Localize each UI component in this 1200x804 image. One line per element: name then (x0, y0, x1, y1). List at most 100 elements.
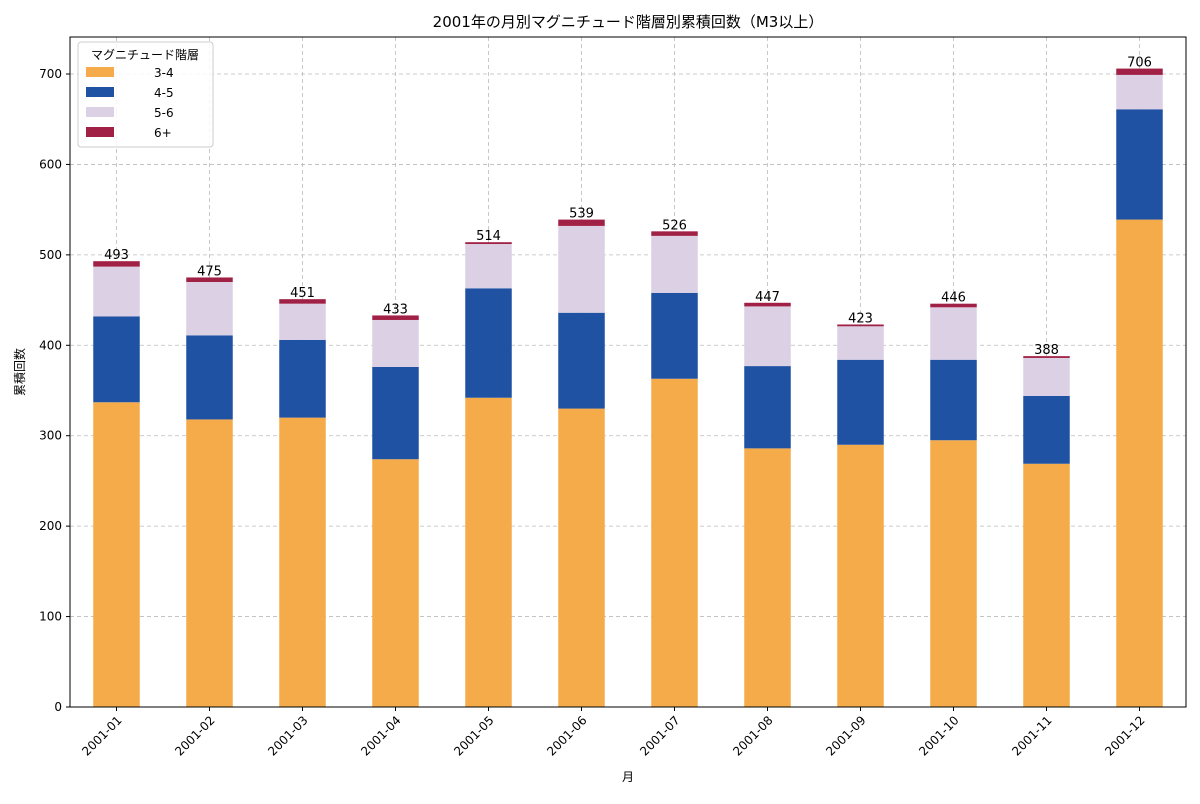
legend-label: 6+ (154, 126, 172, 140)
total-label: 433 (383, 302, 408, 317)
y-tick-label: 100 (39, 610, 62, 624)
bar-segment-5-6 (465, 244, 512, 289)
bar-segment-4-5 (1116, 109, 1163, 220)
bar-segment-4-5 (651, 292, 698, 379)
legend-label: 3-4 (154, 66, 174, 80)
legend-label: 5-6 (154, 106, 174, 120)
bar-segment-6+ (930, 303, 977, 308)
bar-segment-3-4 (279, 417, 326, 707)
bar-segment-3-4 (651, 378, 698, 707)
bar-segment-3-4 (930, 440, 977, 707)
bar-segment-6+ (1116, 68, 1163, 75)
total-label: 388 (1034, 343, 1059, 358)
total-label: 526 (662, 218, 687, 233)
x-tick-label: 2001-01 (79, 713, 124, 758)
x-tick-label: 2001-10 (916, 713, 961, 758)
total-label: 514 (476, 229, 501, 244)
x-axis: 2001-01 2001-02 2001-03 2001-04 2001-05 2001-… (79, 707, 1148, 759)
y-axis-label: 累積回数 (12, 348, 27, 396)
bar-segment-6+ (744, 302, 791, 307)
total-label: 706 (1127, 56, 1152, 71)
bar-segment-4-5 (93, 316, 140, 403)
bar-segment-6+ (465, 242, 512, 245)
bar-segment-3-4 (1116, 219, 1163, 707)
bar-segment-5-6 (279, 303, 326, 340)
bar-segment-6+ (1023, 356, 1070, 358)
bars (93, 68, 1163, 707)
x-axis-label: 月 (622, 770, 634, 784)
bar-segment-4-5 (558, 312, 605, 409)
total-label: 451 (290, 286, 315, 301)
bar-segment-5-6 (651, 235, 698, 293)
bar-segment-5-6 (837, 326, 884, 360)
bar-segment-5-6 (186, 281, 233, 336)
bar-segment-3-4 (372, 459, 419, 707)
bar-segment-5-6 (372, 319, 419, 367)
bar-segment-5-6 (744, 306, 791, 367)
x-tick-label: 2001-07 (637, 713, 682, 758)
bar-segment-3-4 (465, 397, 512, 707)
x-tick-label: 2001-12 (1102, 713, 1147, 758)
bar-segment-6+ (93, 261, 140, 267)
bar-segment-3-4 (558, 408, 605, 707)
bar-segment-3-4 (1023, 463, 1070, 707)
bar-segment-4-5 (465, 288, 512, 398)
legend-swatch-5-6 (86, 107, 114, 117)
total-label: 493 (104, 248, 129, 263)
legend-swatch-6+ (86, 127, 114, 137)
bar-segment-3-4 (744, 448, 791, 707)
legend-swatch-3-4 (86, 67, 114, 77)
total-label: 423 (848, 311, 873, 326)
bar-segment-6+ (186, 277, 233, 282)
bar-segment-5-6 (930, 307, 977, 360)
total-labels: 493 475 451 433 514 539 526 447 423 446 388 706 (104, 56, 1152, 359)
total-label: 446 (941, 291, 966, 306)
bar-segment-5-6 (558, 225, 605, 313)
x-tick-label: 2001-09 (823, 713, 868, 758)
bar-segment-4-5 (1023, 395, 1070, 464)
legend-label: 4-5 (154, 86, 174, 100)
x-tick-label: 2001-11 (1009, 713, 1054, 758)
y-tick-label: 200 (39, 519, 62, 533)
x-tick-label: 2001-03 (265, 713, 310, 758)
y-tick-label: 0 (54, 700, 62, 714)
chart-title: 2001年の月別マグニチュード階層別累積回数（M3以上） (433, 13, 824, 31)
plot-frame (69, 36, 1187, 708)
bar-segment-6+ (558, 219, 605, 226)
bar-segment-5-6 (93, 266, 140, 317)
y-tick-label: 500 (39, 248, 62, 262)
total-label: 539 (569, 207, 594, 222)
x-tick-label: 2001-08 (730, 713, 775, 758)
x-tick-label: 2001-06 (544, 713, 589, 758)
legend-title: マグニチュード階層 (91, 47, 199, 62)
bar-segment-4-5 (930, 359, 977, 441)
bar-segment-3-4 (93, 402, 140, 707)
bar-segment-6+ (837, 324, 884, 327)
bar-segment-5-6 (1023, 357, 1070, 396)
bar-segment-5-6 (1116, 74, 1163, 110)
legend: マグニチュード階層 3-4 4-5 5-6 6+ (77, 41, 214, 148)
bar-segment-3-4 (837, 444, 884, 707)
bar-segment-4-5 (279, 339, 326, 418)
y-tick-label: 300 (39, 429, 62, 443)
bar-segment-6+ (279, 299, 326, 304)
bar-segment-4-5 (186, 335, 233, 420)
x-tick-label: 2001-02 (172, 713, 217, 758)
bar-segment-4-5 (744, 366, 791, 449)
y-tick-label: 400 (39, 338, 62, 352)
total-label: 447 (755, 290, 780, 305)
y-tick-label: 600 (39, 157, 62, 171)
legend-swatch-4-5 (86, 87, 114, 97)
bar-segment-6+ (651, 231, 698, 236)
y-axis: 0 100 200 300 400 500 600 700 (39, 67, 70, 714)
grid (70, 37, 1186, 708)
bar-segment-6+ (372, 315, 419, 320)
x-tick-label: 2001-04 (358, 713, 403, 758)
y-tick-label: 700 (39, 67, 62, 81)
bar-segment-4-5 (837, 359, 884, 445)
x-tick-label: 2001-05 (451, 713, 496, 758)
bar-segment-4-5 (372, 366, 419, 460)
bar-segment-3-4 (186, 419, 233, 707)
total-label: 475 (197, 264, 222, 279)
